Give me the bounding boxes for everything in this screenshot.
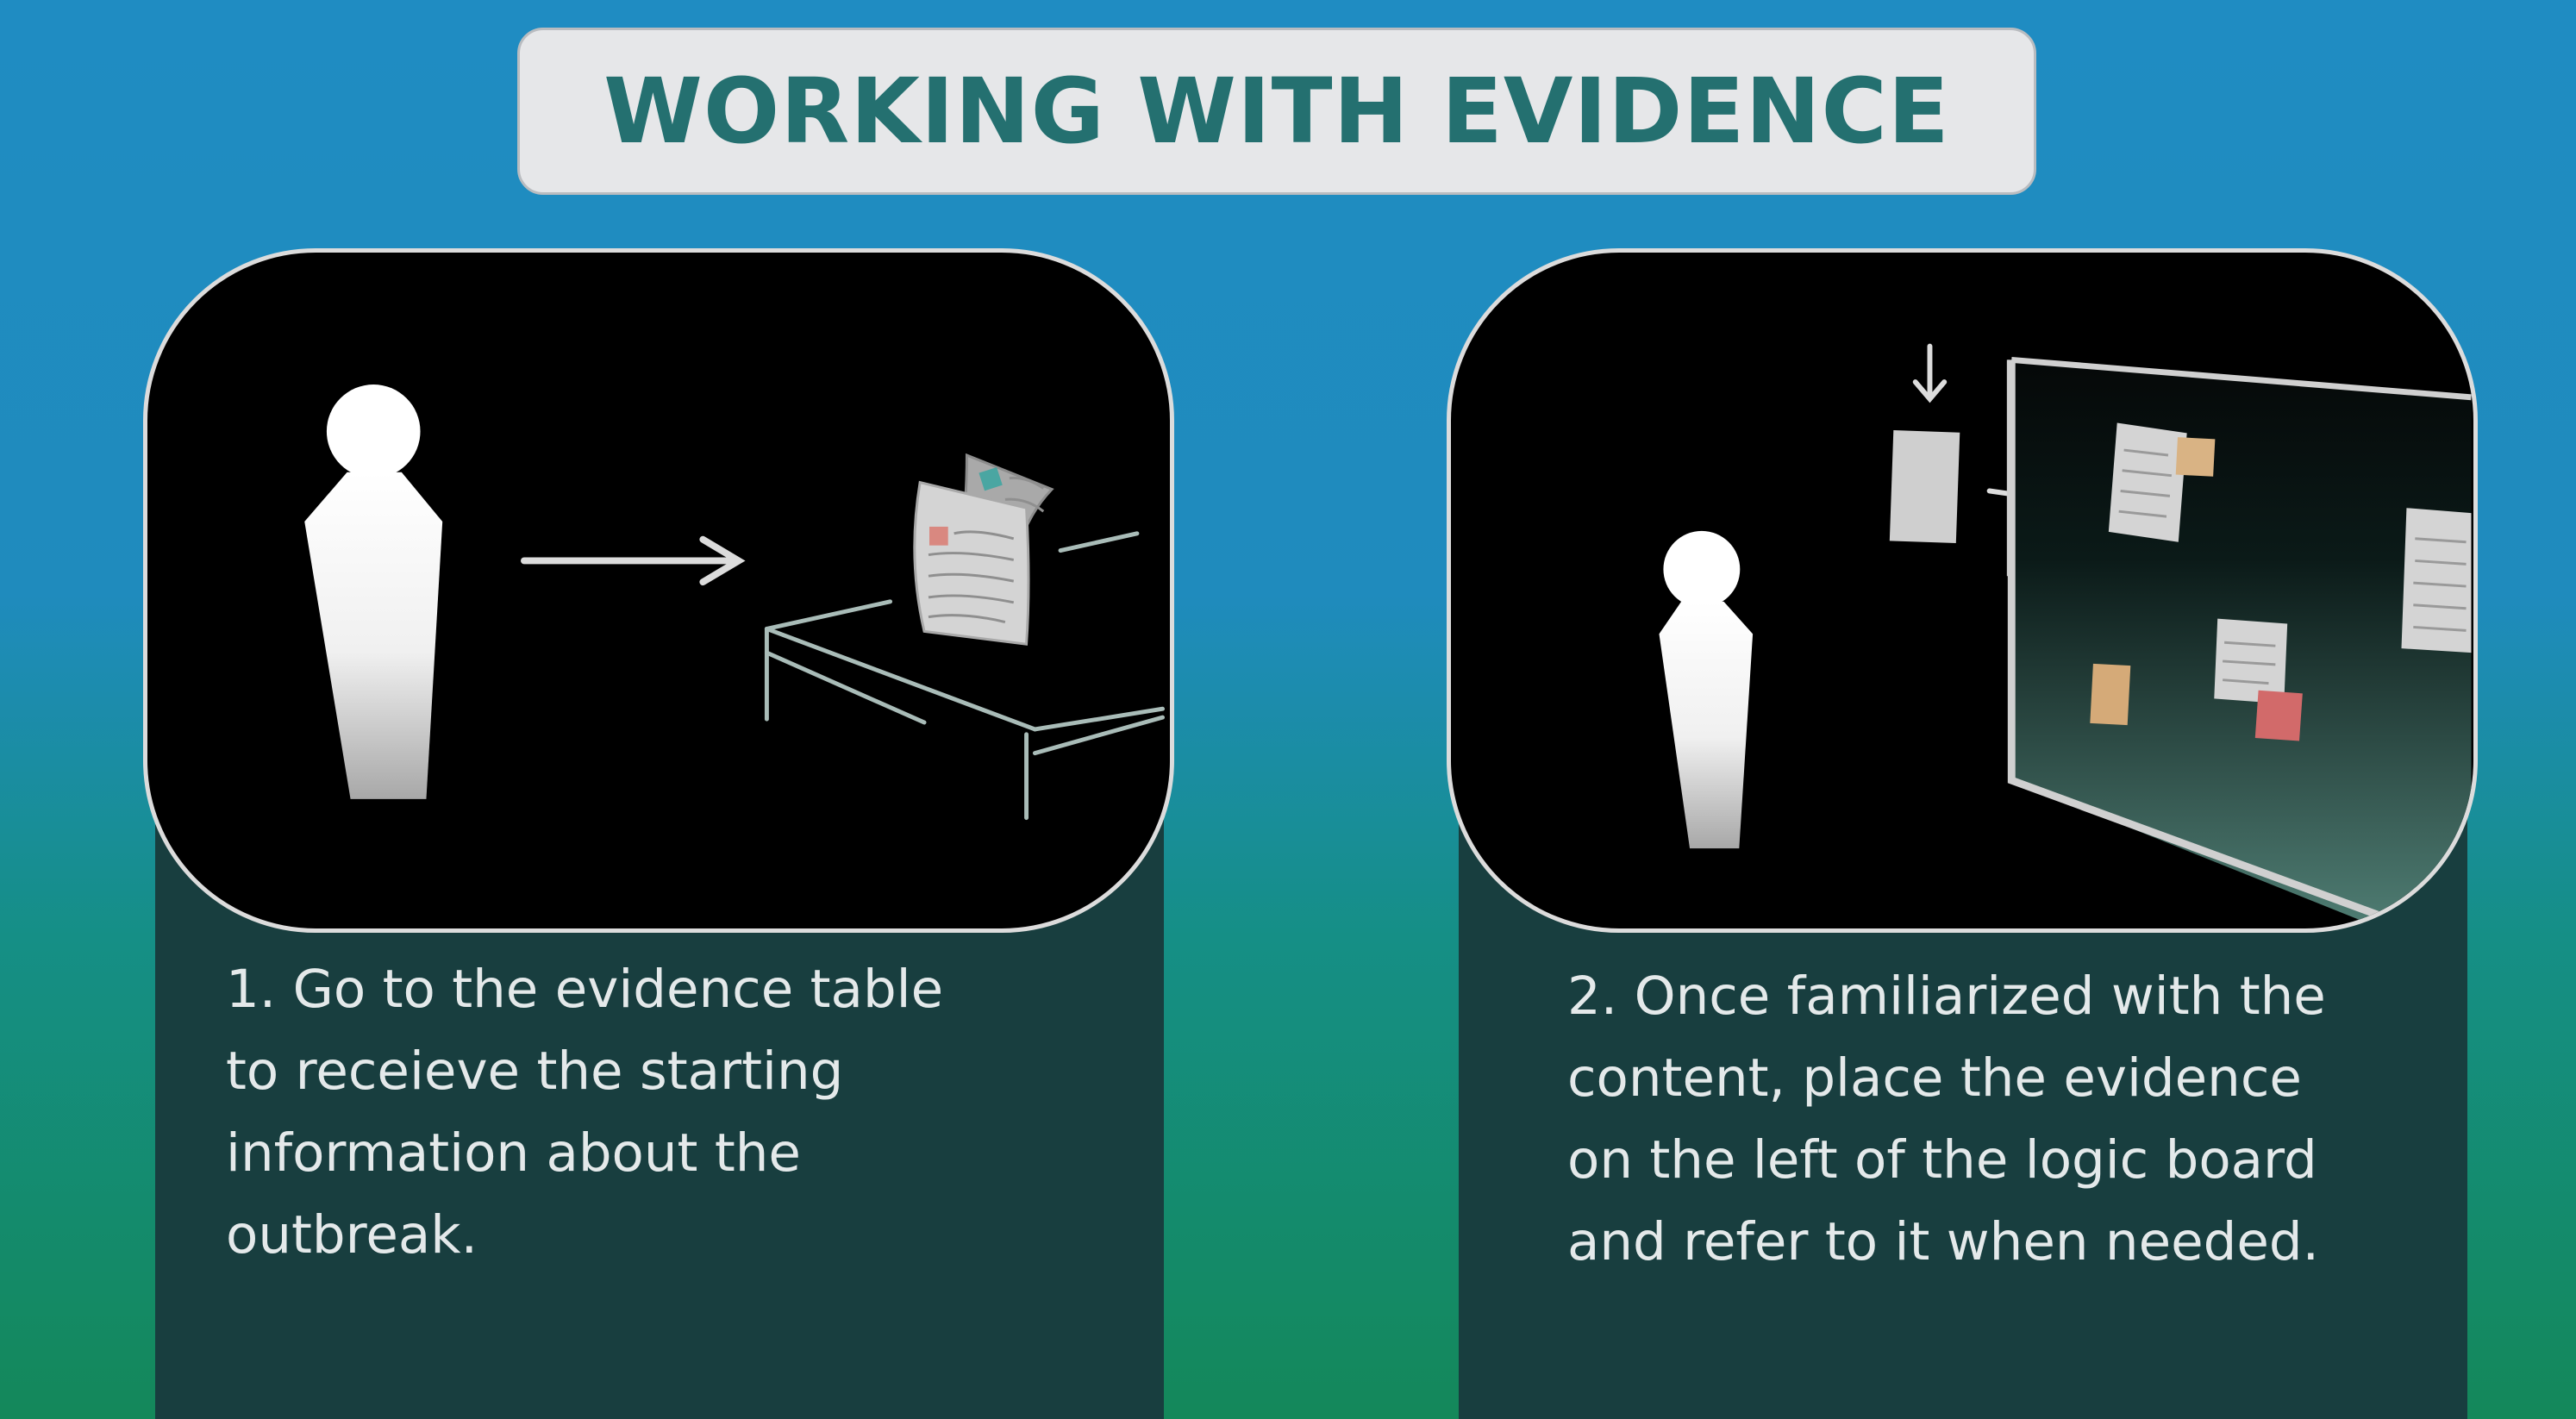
step-1-drawing [304, 384, 1166, 821]
person-icon [1659, 530, 1754, 849]
step-2-text: 2. Once familiarized with the content, p… [1567, 966, 2326, 1272]
step-1-illustration [143, 248, 1174, 933]
person-icon [304, 384, 443, 799]
page-title: WORKING WITH EVIDENCE [603, 59, 1950, 164]
evidence-table-icon [764, 531, 1166, 821]
step-1-text: 1. Go to the evidence table to receieve … [226, 959, 944, 1266]
board-notes-icon [2090, 422, 2472, 741]
arrow-right-icon [521, 535, 746, 586]
arrow-down-icon [1912, 343, 1948, 403]
document-stack-icon [913, 453, 1054, 646]
evidence-card-icon [1889, 430, 1960, 544]
title-banner: WORKING WITH EVIDENCE [517, 28, 2036, 195]
step-2-illustration [1447, 248, 2478, 933]
step-2-drawing [1659, 343, 2472, 928]
